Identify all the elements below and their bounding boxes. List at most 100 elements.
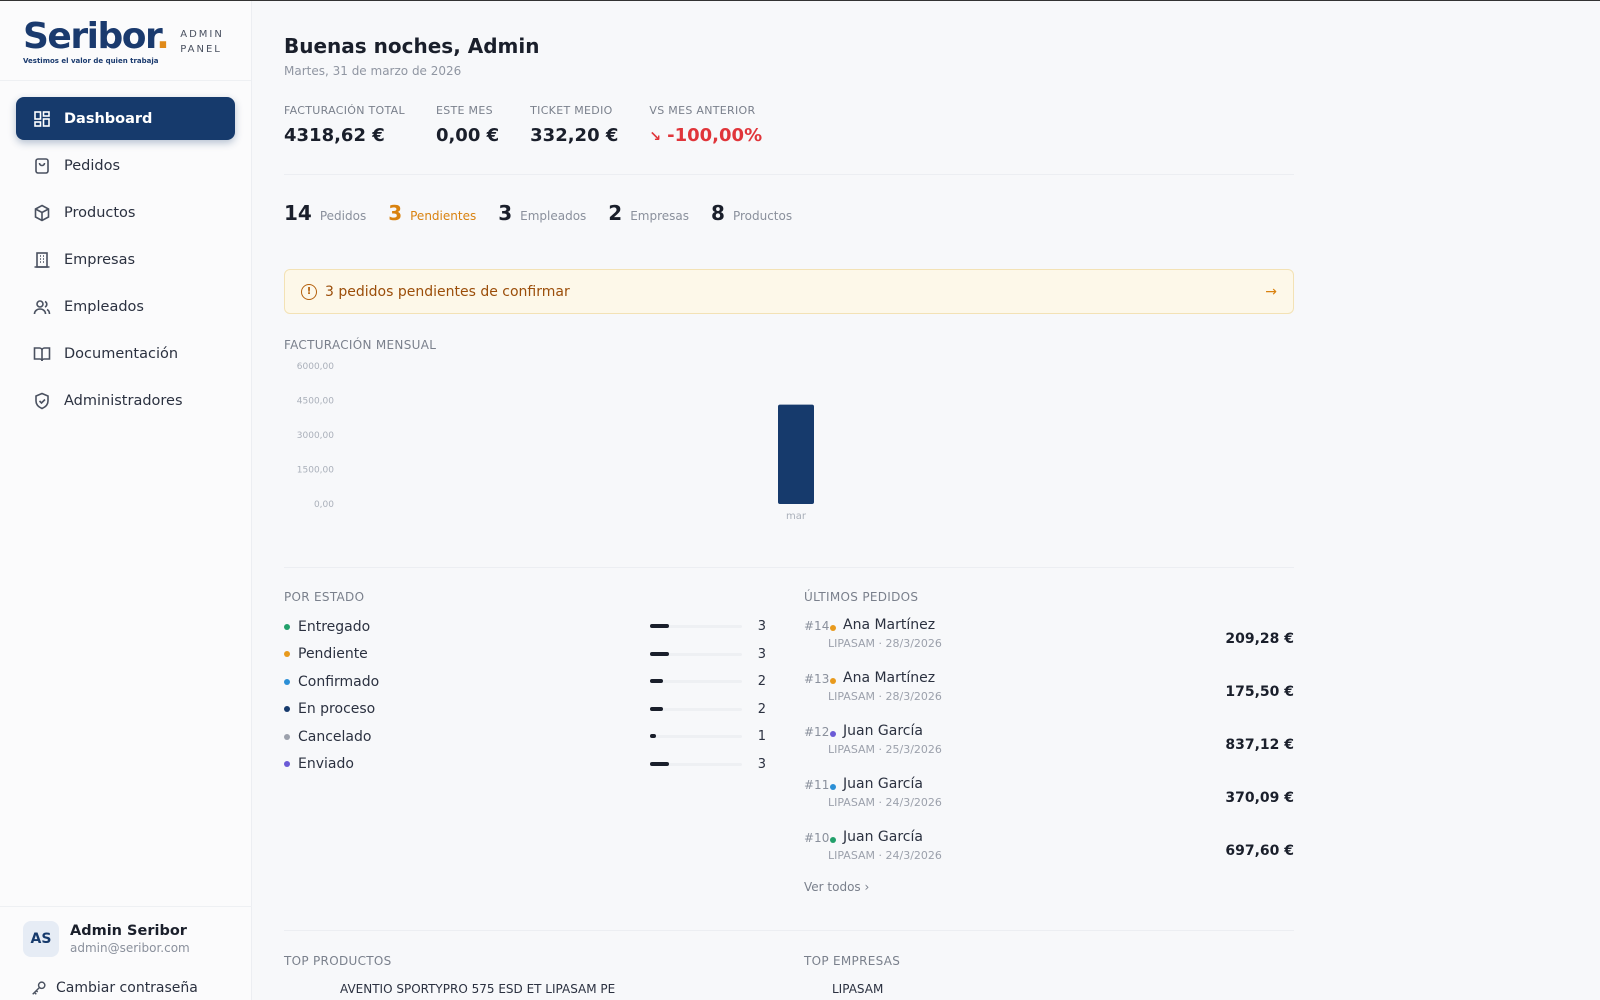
order-row[interactable]: #10 Juan García LIPASAM · 24/3/2026 697,60 … [804, 823, 1294, 876]
sidebar-item-label: Productos [64, 204, 136, 221]
order-customer: Juan García [843, 829, 923, 845]
count-pending[interactable]: 3 Pendientes [388, 201, 477, 225]
order-amount: 175,50 € [1225, 684, 1294, 700]
current-date: Martes, 31 de marzo de 2026 [284, 64, 462, 78]
status-bar [650, 679, 742, 684]
status-dot [284, 761, 290, 768]
bar[interactable] [778, 404, 814, 504]
monthly-billing-chart: FACTURACIÓN MENSUAL 0,00 1500,00 3000,00 45… [284, 338, 1294, 568]
order-amount: 209,28 € [1225, 631, 1294, 647]
order-row[interactable]: #11 Juan García LIPASAM · 24/3/2026 370,09 … [804, 770, 1294, 823]
order-status-dot [830, 625, 836, 631]
book-icon [33, 346, 51, 361]
order-meta: LIPASAM · 24/3/2026 [828, 849, 942, 862]
chart-title: FACTURACIÓN MENSUAL [284, 338, 437, 352]
user-profile: AS Admin Seribor admin@seribor.com [0, 906, 252, 957]
order-meta: LIPASAM · 24/3/2026 [828, 796, 942, 809]
status-dot [284, 651, 290, 658]
status-bar-fill [650, 734, 657, 739]
sidebar: Seribor. Vestimos el valor de quien trab… [0, 1, 252, 1000]
sidebar-item-label: Empleados [64, 298, 144, 315]
status-count: 3 [757, 619, 766, 635]
order-meta: LIPASAM · 28/3/2026 [828, 637, 942, 650]
status-count: 2 [757, 674, 766, 690]
y-tick-label: 6000,00 [297, 362, 334, 372]
status-name: Entregado [298, 618, 371, 635]
status-bar-fill [650, 706, 663, 711]
kpi-total-billing: FACTURACIÓN TOTAL 4318,62 € [284, 104, 405, 146]
count-employees[interactable]: 3 Empleados [498, 201, 587, 225]
top-company-item[interactable]: LIPASAM [832, 982, 884, 996]
sidebar-item-documentacion[interactable]: Documentación [16, 332, 235, 375]
sidebar-item-label: Pedidos [64, 157, 121, 174]
sidebar-item-pedidos[interactable]: Pedidos [16, 144, 235, 187]
shield-icon [35, 392, 49, 409]
order-id: #12 [804, 725, 830, 739]
box-icon [34, 204, 50, 221]
order-id: #10 [804, 831, 830, 845]
status-count: 1 [757, 729, 766, 745]
sidebar-item-administradores[interactable]: Administradores [16, 379, 235, 422]
order-id: #13 [804, 672, 830, 686]
status-name: Cancelado [298, 728, 372, 745]
sidebar-item-dashboard[interactable]: Dashboard [16, 97, 235, 140]
sidebar-item-label: Dashboard [64, 110, 153, 127]
status-dot [284, 733, 290, 740]
status-list: Entregado 3 Pendiente 3 Confirmado 2 En proces… [284, 613, 784, 778]
logo[interactable]: Seribor. Vestimos el valor de quien trab… [23, 16, 170, 66]
change-password-label: Cambiar contraseña [56, 980, 198, 996]
sidebar-item-empresas[interactable]: Empresas [16, 238, 235, 281]
sidebar-item-label: Administradores [64, 392, 183, 409]
status-bar [650, 706, 742, 711]
order-id: #11 [804, 778, 830, 792]
user-name: Admin Seribor [70, 923, 187, 939]
recent-orders-title: ÚLTIMOS PEDIDOS [804, 590, 919, 604]
order-status-dot [830, 837, 836, 843]
grid-icon [34, 110, 50, 127]
change-password-link[interactable]: Cambiar contraseña [30, 979, 198, 997]
order-status-dot [830, 731, 836, 737]
y-tick-label: 0,00 [314, 500, 334, 510]
see-all-link[interactable]: Ver todos › [804, 880, 870, 894]
status-name: En proceso [298, 701, 376, 718]
order-amount: 837,12 € [1225, 737, 1294, 753]
trend-down-icon: ↘ [649, 129, 662, 145]
order-row[interactable]: #13 Ana Martínez LIPASAM · 28/3/2026 175,50… [804, 664, 1294, 717]
order-customer: Ana Martínez [843, 670, 936, 686]
status-bar-fill [650, 624, 670, 629]
kpi-average-ticket: TICKET MEDIO 332,20 € [530, 104, 619, 146]
status-name: Enviado [298, 756, 354, 773]
info-icon: ! [301, 283, 317, 300]
top-products-panel: TOP PRODUCTOS AVENTIO SPORTYPRO 575 ESD … [284, 954, 784, 996]
pending-orders-alert[interactable]: ! 3 pedidos pendientes de confirmar → [284, 269, 1294, 314]
main-content: Buenas noches, Admin Martes, 31 de marzo… [284, 1, 1294, 996]
chevron-right-icon: › [864, 880, 870, 894]
order-customer: Juan García [843, 723, 923, 739]
status-bar [650, 761, 742, 766]
order-amount: 370,09 € [1225, 790, 1294, 806]
page-title: Buenas noches, Admin [284, 34, 540, 58]
y-tick-label: 3000,00 [297, 431, 334, 441]
key-icon [32, 981, 46, 995]
sidebar-item-productos[interactable]: Productos [16, 191, 235, 234]
status-row: Cancelado 1 [284, 723, 784, 751]
count-orders[interactable]: 14 Pedidos [284, 201, 367, 225]
count-products[interactable]: 8 Productos [711, 201, 793, 225]
top-product-item[interactable]: AVENTIO SPORTYPRO 575 ESD ET LIPASAM PE [340, 982, 616, 996]
count-companies[interactable]: 2 Empresas [608, 201, 690, 225]
recent-orders-panel: ÚLTIMOS PEDIDOS #14 Ana Martínez LIPASAM ·… [804, 590, 1294, 894]
bar-chart: 0,00 1500,00 3000,00 4500,00 6000,00 mar [297, 362, 814, 522]
order-row[interactable]: #12 Juan García LIPASAM · 25/3/2026 837,12 … [804, 717, 1294, 770]
status-panel: POR ESTADO Entregado 3 Pendiente 3 Confirmad… [284, 590, 784, 894]
sidebar-nav: Dashboard Pedidos Productos Empresas Emp… [0, 81, 251, 422]
status-row: Confirmado 2 [284, 668, 784, 696]
order-row[interactable]: #14 Ana Martínez LIPASAM · 28/3/2026 209,28… [804, 611, 1294, 664]
status-title: POR ESTADO [284, 590, 365, 604]
status-count: 3 [757, 756, 766, 772]
status-row: Pendiente 3 [284, 641, 784, 669]
status-dot [284, 623, 290, 630]
building-icon [34, 251, 50, 268]
brand: Seribor. Vestimos el valor de quien trab… [0, 1, 251, 81]
sidebar-item-empleados[interactable]: Empleados [16, 285, 235, 328]
status-count: 2 [757, 701, 766, 717]
